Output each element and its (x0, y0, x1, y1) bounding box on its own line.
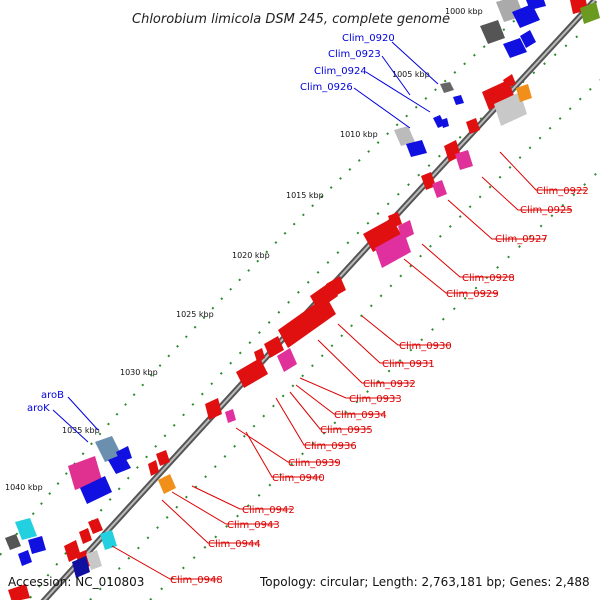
gene-label[interactable]: Clim_0926 (300, 82, 353, 93)
reverse-label-leaders (111, 151, 586, 580)
topology-label: Topology: circular; Length: 2,763,181 bp… (259, 575, 590, 589)
gene-feature (363, 212, 414, 268)
tick-label: 1010 kbp (340, 130, 378, 139)
gene-feature (205, 398, 236, 423)
gene-label[interactable]: Clim_0940 (272, 473, 325, 484)
gene-feature (421, 172, 447, 198)
gene-label[interactable]: Clim_0932 (363, 379, 416, 390)
gene-label[interactable]: Clim_0931 (382, 359, 435, 370)
gene-label[interactable]: Clim_0933 (349, 394, 402, 405)
tick-label: 1005 kbp (392, 70, 430, 79)
gene-label[interactable]: Clim_0944 (208, 539, 261, 550)
gene-label[interactable]: Clim_0936 (304, 441, 357, 452)
forward-strand-genes (5, 0, 546, 566)
gene-label[interactable]: Clim_0923 (328, 49, 381, 60)
gene-feature (394, 126, 427, 157)
gene-label[interactable]: aroK (27, 403, 50, 414)
tick-label: 1000 kbp (445, 7, 483, 16)
tick-label: 1020 kbp (232, 251, 270, 260)
tick-label: 1030 kbp (120, 368, 158, 377)
gene-label[interactable]: Clim_0935 (320, 425, 373, 436)
kbp-ticks: 1000 kbp 1005 kbp 1010 kbp 1015 kbp 1020… (5, 7, 483, 492)
gene-label[interactable]: Clim_0927 (495, 234, 548, 245)
map-title: Chlorobium limicola DSM 245, complete ge… (132, 12, 450, 27)
gene-feature (480, 0, 546, 58)
gene-label[interactable]: Clim_0948 (170, 575, 223, 586)
gene-label[interactable]: Clim_0928 (462, 273, 515, 284)
gene-label[interactable]: Clim_0939 (288, 458, 341, 469)
gene-label[interactable]: Clim_0934 (334, 410, 387, 421)
gene-feature (444, 118, 480, 170)
tick-label: 1040 kbp (5, 483, 43, 492)
forward-gene-labels: Clim_0920 Clim_0923 Clim_0924 Clim_0926 … (27, 33, 395, 414)
tick-label: 1035 kbp (62, 426, 100, 435)
gene-label[interactable]: Clim_0920 (342, 33, 395, 44)
gene-feature (482, 0, 600, 126)
gene-label[interactable]: Clim_0942 (242, 505, 295, 516)
tick-ring-inner-right (89, 79, 600, 600)
gene-feature (8, 518, 117, 600)
gene-label[interactable]: Clim_0924 (314, 66, 367, 77)
gene-feature (5, 518, 46, 566)
gene-feature (433, 82, 464, 128)
gene-label[interactable]: aroB (41, 390, 64, 401)
gene-feature (68, 436, 132, 504)
reverse-gene-labels: Clim_0922 Clim_0925 Clim_0927 Clim_0928 … (170, 186, 589, 586)
forward-label-leaders (52, 41, 439, 443)
accession-label: Accession: NC_010803 (8, 575, 144, 589)
tick-label: 1015 kbp (286, 191, 324, 200)
tick-label: 1025 kbp (176, 310, 214, 319)
gene-feature (148, 450, 176, 494)
gene-label[interactable]: Clim_0922 (536, 186, 589, 197)
gene-label[interactable]: Clim_0930 (399, 341, 452, 352)
reverse-strand-genes (8, 0, 600, 600)
gene-feature (236, 276, 346, 388)
gene-label[interactable]: Clim_0925 (520, 205, 573, 216)
gene-label[interactable]: Clim_0943 (227, 520, 280, 531)
gene-label[interactable]: Clim_0929 (446, 289, 499, 300)
